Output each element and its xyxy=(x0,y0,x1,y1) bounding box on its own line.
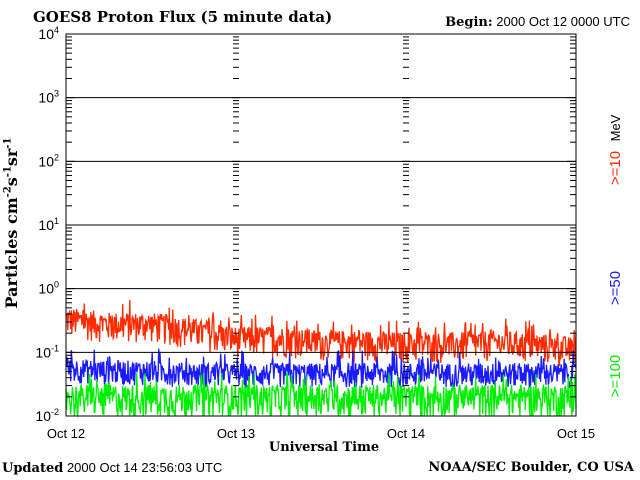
xtick-label-layer: Oct 12 Oct 13 Oct 14 Oct 15 xyxy=(47,426,595,441)
ytick-exp: 1 xyxy=(54,216,59,226)
ytick-base: 10 xyxy=(38,90,54,106)
credit-text: NOAA/SEC Boulder, CO USA xyxy=(428,460,634,475)
begin-timestamp: Begin: 2000 Oct 12 0000 UTC xyxy=(445,14,630,30)
ytick-label: 104 xyxy=(38,25,59,42)
ytick-base: 10 xyxy=(35,344,51,360)
legend-layer: >=10 >=50 >=100 MeV xyxy=(607,114,624,397)
ylabel-exp-2: -1 xyxy=(2,166,14,178)
plot-frame xyxy=(65,33,577,417)
updated-timestamp: Updated 2000 Oct 14 23:56:03 UTC xyxy=(2,460,222,476)
begin-value: 2000 Oct 12 0000 UTC xyxy=(496,14,630,29)
xtick-label: Oct 12 xyxy=(47,426,85,441)
ytick-base: 10 xyxy=(38,153,54,169)
ytick-label: 102 xyxy=(38,152,59,169)
updated-value: 2000 Oct 14 23:56:03 UTC xyxy=(66,460,223,475)
series-layer xyxy=(65,299,577,419)
ytick-exp: 0 xyxy=(54,280,59,290)
series-line-ge50 xyxy=(65,348,577,391)
xtick-label: Oct 14 xyxy=(387,426,425,441)
legend-item-ge100: >=100 xyxy=(607,355,624,398)
ylabel-exp-1: -2 xyxy=(2,186,14,198)
x-axis-label: Universal Time xyxy=(268,440,380,455)
xtick-label: Oct 15 xyxy=(557,426,595,441)
ylabel-exp-3: -1 xyxy=(2,137,14,149)
ytick-exp: -2 xyxy=(51,407,59,417)
updated-label: Updated xyxy=(2,461,64,476)
ylabel-base: Particles cm xyxy=(2,197,21,309)
legend-item-ge50: >=50 xyxy=(607,271,624,305)
xtick-label: Oct 13 xyxy=(217,426,255,441)
y-axis-label: Particles cm-2s-1sr-1 xyxy=(2,123,21,323)
ylabel-sr: sr xyxy=(2,148,21,167)
series-line-ge100 xyxy=(65,372,577,419)
ytick-base: 10 xyxy=(35,408,51,424)
ytick-label: 103 xyxy=(38,89,59,106)
ytick-label: 10-1 xyxy=(35,343,59,360)
ytick-exp: 3 xyxy=(54,89,59,99)
chart-title: GOES8 Proton Flux (5 minute data) xyxy=(33,8,333,26)
grid-layer xyxy=(66,33,576,417)
legend-item-ge10: >=10 xyxy=(607,151,624,185)
ylabel-s: s xyxy=(2,177,21,187)
ytick-label: 100 xyxy=(38,280,59,297)
series-line-ge10 xyxy=(65,299,577,367)
ytick-exp: -1 xyxy=(51,343,59,353)
ytick-exp: 4 xyxy=(54,25,59,35)
ytick-base: 10 xyxy=(38,281,54,297)
ytick-exp: 2 xyxy=(54,152,59,162)
ytick-base: 10 xyxy=(38,26,54,42)
legend-unit: MeV xyxy=(608,114,623,141)
ytick-label: 101 xyxy=(38,216,59,233)
ytick-base: 10 xyxy=(38,217,54,233)
ytick-label: 10-2 xyxy=(35,407,59,424)
begin-label: Begin: xyxy=(445,15,493,30)
